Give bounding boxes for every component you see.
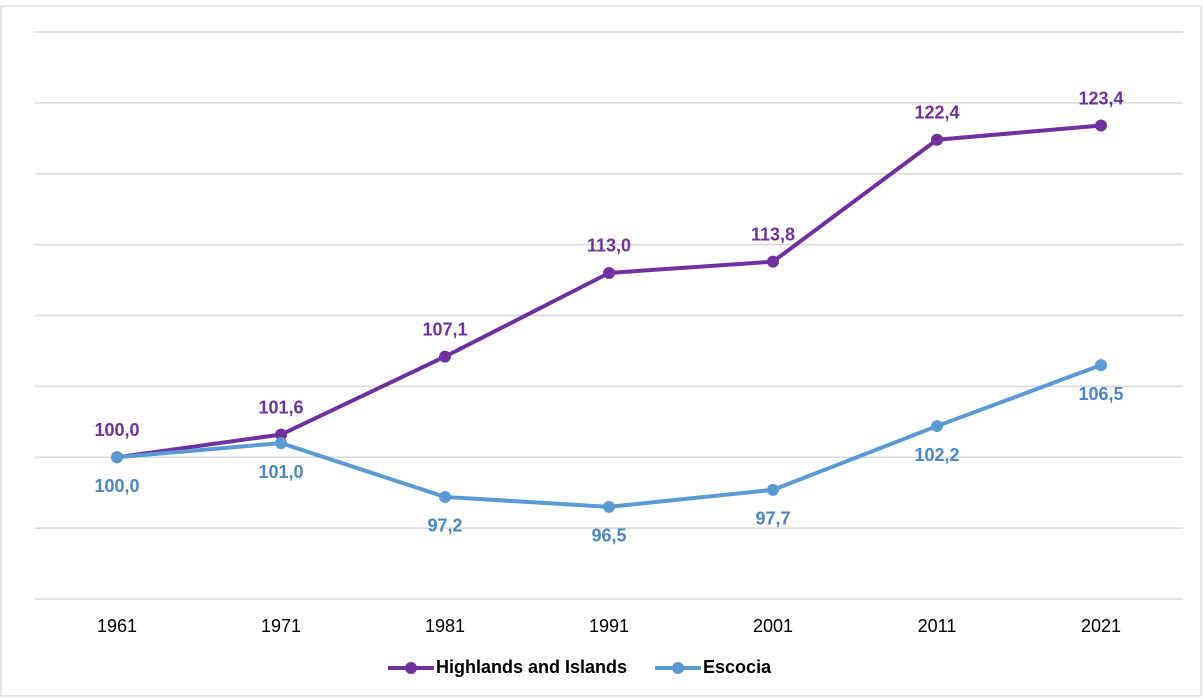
x-tick-label: 2011	[918, 616, 957, 636]
data-point	[931, 420, 943, 433]
data-point	[111, 451, 123, 464]
data-label: 96,5	[591, 526, 626, 546]
legend-marker	[672, 662, 685, 674]
legend-label: Escocia	[703, 657, 772, 677]
data-label: 100,0	[94, 476, 139, 496]
chart-frame	[0, 5, 1202, 697]
data-point	[603, 500, 615, 513]
data-label: 102,2	[914, 445, 959, 465]
legend-label: Highlands and Islands	[436, 657, 627, 677]
data-point	[603, 266, 615, 279]
data-label: 97,2	[427, 516, 462, 536]
x-tick-label: 1981	[425, 616, 465, 636]
x-tick-label: 1991	[589, 616, 629, 636]
legend-marker	[405, 662, 417, 674]
data-point	[1095, 119, 1107, 132]
data-label: 100,0	[94, 420, 139, 440]
data-point	[767, 255, 779, 268]
data-point	[767, 483, 779, 496]
data-point	[1095, 359, 1107, 372]
data-point	[931, 133, 943, 146]
x-tick-label: 2021	[1081, 616, 1121, 636]
data-label: 107,1	[422, 319, 467, 339]
data-label: 113,0	[587, 236, 631, 256]
data-point	[275, 437, 287, 450]
data-label: 97,7	[755, 509, 790, 529]
data-label: 101,0	[258, 462, 303, 482]
data-point	[275, 428, 287, 441]
data-point	[439, 350, 451, 363]
data-label: 113,8	[751, 224, 795, 244]
data-label: 123,4	[1078, 88, 1123, 108]
x-tick-label: 1961	[97, 616, 137, 636]
data-point	[439, 490, 451, 503]
data-label: 101,6	[258, 397, 303, 417]
x-tick-label: 1971	[261, 616, 301, 636]
data-label: 122,4	[914, 102, 959, 122]
x-tick-label: 2001	[753, 616, 793, 636]
data-label: 106,5	[1078, 384, 1123, 404]
